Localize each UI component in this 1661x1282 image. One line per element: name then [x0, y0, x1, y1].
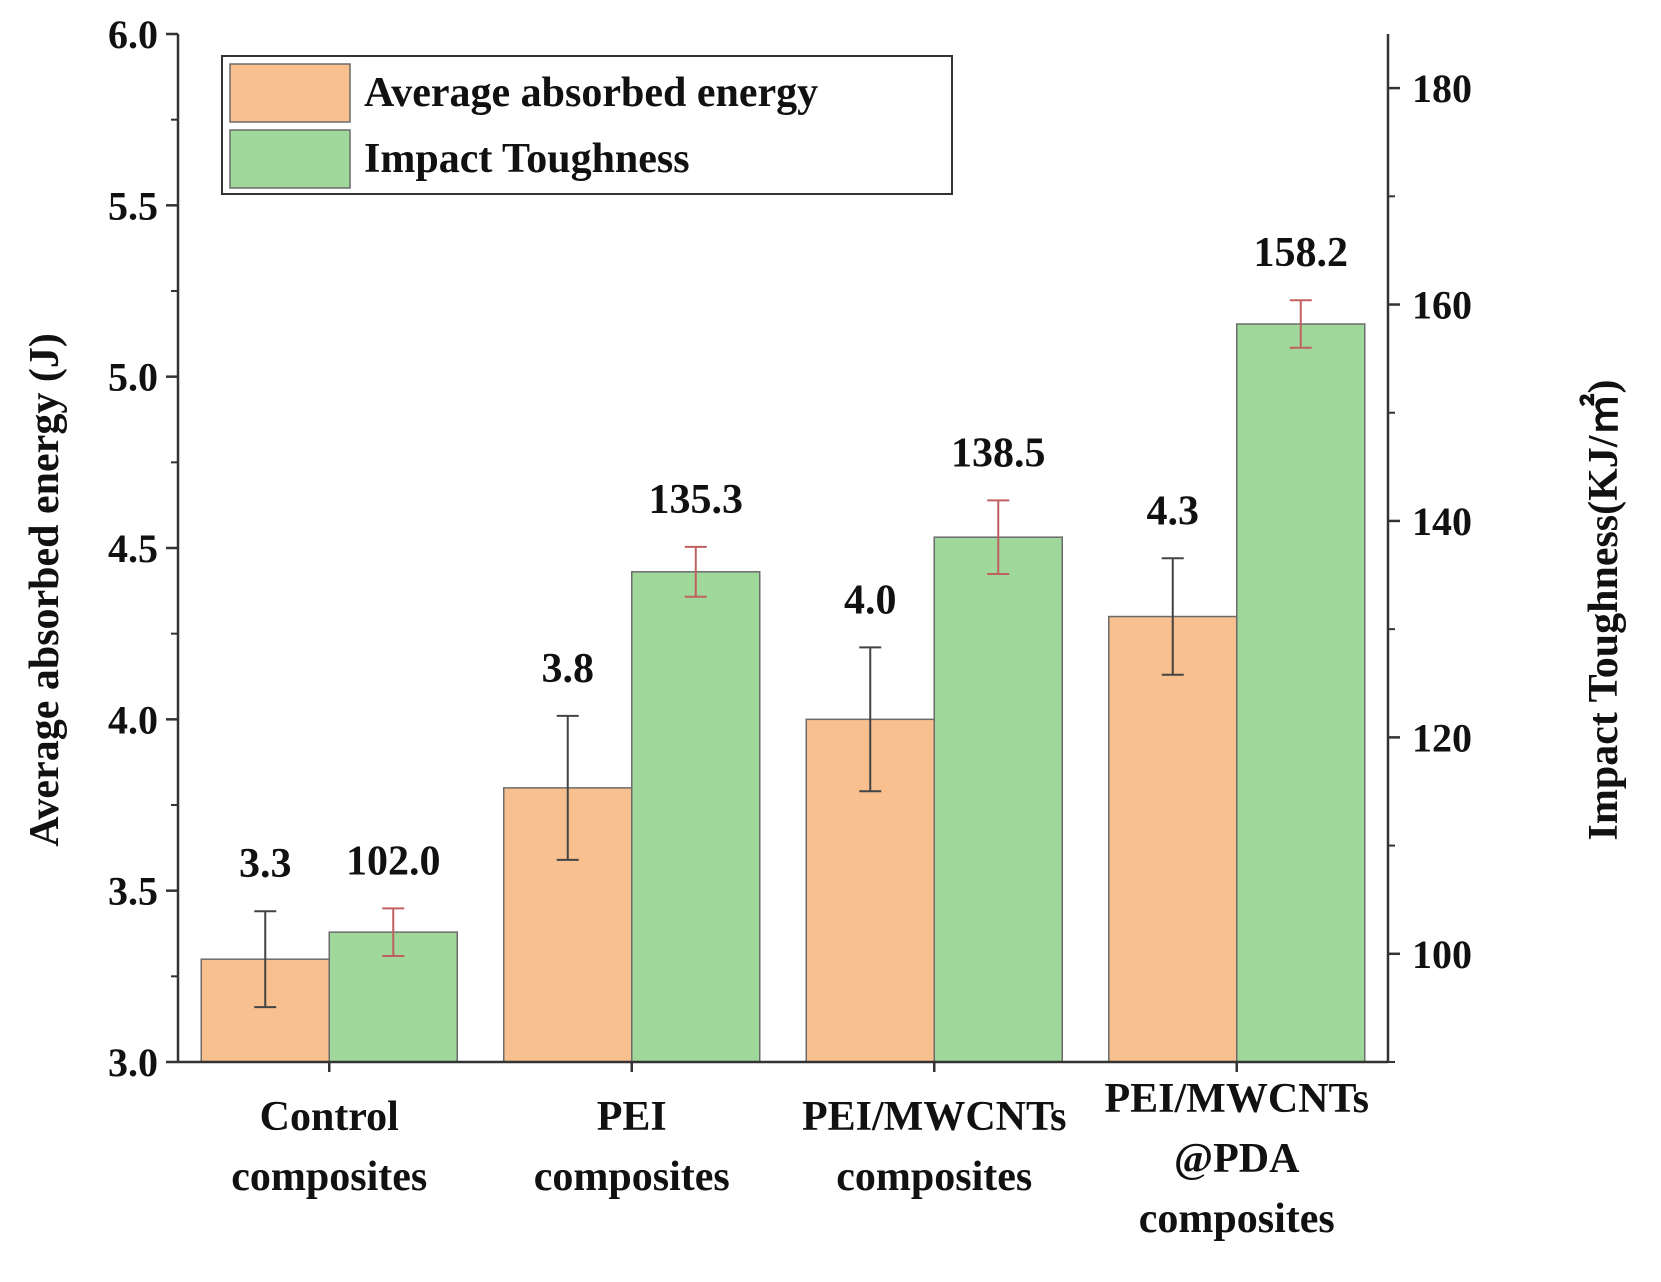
data-label-1-0: 102.0 — [346, 838, 441, 884]
bar-toughness-3 — [1236, 323, 1366, 1063]
x-tick-label-line-3-0: PEI/MWCNTs — [1105, 1076, 1370, 1122]
bar-toughness-2 — [933, 536, 1063, 1063]
left-tick-label-5: 5.5 — [108, 183, 158, 228]
left-tick-label-4: 5.0 — [108, 355, 158, 400]
x-tick-label-line-3-2: composites — [1139, 1196, 1335, 1242]
data-label-1-3: 158.2 — [1254, 230, 1349, 276]
data-label-1-2: 138.5 — [951, 430, 1046, 476]
left-axis-title: Average absorbed energy (J) — [22, 333, 68, 847]
right-tick-label-4: 180 — [1412, 66, 1472, 111]
x-tick-label-line-1-0: PEI — [597, 1094, 667, 1140]
data-labels-layer: 3.3 3.8 4.0 4.3 102.0 135.3 138.5 158.2 — [239, 230, 1348, 887]
left-tick-label-1: 3.5 — [108, 869, 158, 914]
legend-swatch-0 — [229, 63, 351, 123]
x-tick-label-line-2-0: PEI/MWCNTs — [802, 1094, 1067, 1140]
legend-label-1: Impact Toughness — [364, 136, 690, 182]
right-tick-label-2: 140 — [1412, 499, 1472, 544]
x-tick-label-line-0-1: composites — [231, 1154, 427, 1200]
bar-toughness-1 — [631, 571, 761, 1063]
right-axis-title: Impact Toughness(KJ/㎡) — [1579, 380, 1627, 841]
x-tick-label-line-3-1: @PDA — [1174, 1136, 1300, 1182]
right-tick-label-3: 160 — [1412, 283, 1472, 328]
legend-label-0: Average absorbed energy — [364, 70, 818, 116]
error-bars-layer — [254, 299, 1312, 1009]
data-label-0-0: 3.3 — [239, 841, 292, 887]
x-tick-label-line-1-1: composites — [534, 1154, 730, 1200]
x-tick-label-3: PEI/MWCNTs @PDA composites — [1105, 1076, 1370, 1242]
data-label-1-1: 135.3 — [649, 477, 744, 523]
bars-layer — [200, 323, 1366, 1063]
right-tick-label-0: 100 — [1412, 932, 1472, 977]
right-tick-label-1: 120 — [1412, 715, 1472, 760]
x-tick-label-line-0-0: Control — [260, 1094, 399, 1140]
data-label-0-1: 3.8 — [542, 646, 595, 692]
left-tick-label-2: 4.0 — [108, 697, 158, 742]
x-tick-label-1: PEI composites — [534, 1094, 730, 1200]
legend-swatch-1 — [229, 129, 351, 189]
x-tick-label-0: Control composites — [231, 1094, 427, 1200]
left-tick-label-0: 3.0 — [108, 1040, 158, 1085]
left-tick-label-3: 4.5 — [108, 526, 158, 571]
bar-energy-3 — [1108, 615, 1238, 1063]
legend: Average absorbed energy Impact Toughness — [221, 55, 953, 195]
data-label-0-3: 4.3 — [1147, 488, 1200, 534]
x-tick-label-2: PEI/MWCNTs composites — [802, 1094, 1067, 1200]
data-label-0-2: 4.0 — [844, 577, 897, 623]
x-tick-label-line-2-1: composites — [836, 1154, 1032, 1200]
left-tick-label-6: 6.0 — [108, 12, 158, 57]
axes-layer: 3.0 3.5 4.0 4.5 5.0 5.5 6.0 100 120 140 160 180 Cont… — [22, 12, 1627, 1242]
